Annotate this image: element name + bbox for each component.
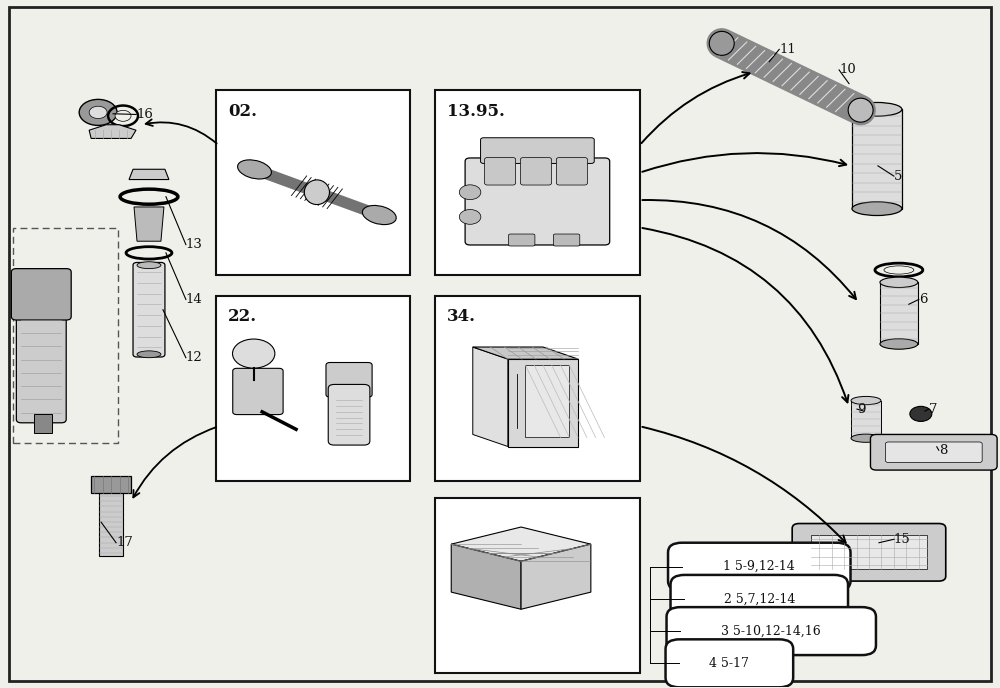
FancyBboxPatch shape (233, 368, 283, 415)
Ellipse shape (851, 396, 881, 405)
FancyBboxPatch shape (328, 385, 370, 445)
FancyBboxPatch shape (508, 234, 535, 246)
FancyBboxPatch shape (520, 158, 552, 185)
Circle shape (232, 339, 275, 368)
FancyBboxPatch shape (133, 262, 165, 357)
Ellipse shape (884, 266, 914, 274)
Text: 12: 12 (186, 351, 203, 364)
FancyBboxPatch shape (666, 639, 793, 687)
Circle shape (115, 110, 131, 121)
Text: 3 5-10,12-14,16: 3 5-10,12-14,16 (721, 625, 821, 638)
Polygon shape (521, 544, 591, 610)
Ellipse shape (362, 206, 396, 224)
Text: 02.: 02. (228, 103, 257, 120)
FancyBboxPatch shape (553, 234, 580, 246)
FancyBboxPatch shape (668, 543, 851, 591)
Text: 2 5,7,12-14: 2 5,7,12-14 (724, 592, 795, 605)
FancyBboxPatch shape (435, 296, 640, 481)
Text: 14: 14 (186, 293, 203, 306)
Polygon shape (473, 347, 508, 447)
Polygon shape (129, 169, 169, 180)
FancyBboxPatch shape (435, 498, 640, 673)
Text: 16: 16 (136, 108, 153, 121)
FancyBboxPatch shape (11, 268, 71, 320)
FancyBboxPatch shape (792, 524, 946, 581)
Ellipse shape (852, 202, 902, 215)
FancyBboxPatch shape (556, 158, 587, 185)
Text: 22.: 22. (228, 308, 257, 325)
Polygon shape (134, 207, 164, 241)
FancyBboxPatch shape (852, 109, 902, 208)
Circle shape (910, 407, 932, 422)
Polygon shape (525, 365, 569, 438)
Text: 1 5-9,12-14: 1 5-9,12-14 (723, 560, 795, 573)
FancyBboxPatch shape (91, 475, 131, 493)
Polygon shape (89, 125, 136, 138)
Ellipse shape (848, 98, 873, 122)
Text: 4 5-17: 4 5-17 (709, 657, 749, 670)
Ellipse shape (137, 261, 161, 268)
Text: 7: 7 (929, 402, 937, 416)
Text: 13.95.: 13.95. (447, 103, 505, 120)
FancyBboxPatch shape (851, 400, 881, 438)
FancyBboxPatch shape (99, 491, 123, 557)
Text: 11: 11 (779, 43, 796, 56)
Polygon shape (508, 359, 578, 447)
Text: 34.: 34. (447, 308, 476, 325)
FancyBboxPatch shape (671, 575, 848, 623)
Circle shape (459, 185, 481, 200)
FancyBboxPatch shape (870, 434, 997, 470)
Ellipse shape (129, 193, 169, 201)
FancyBboxPatch shape (9, 7, 991, 681)
FancyBboxPatch shape (485, 158, 516, 185)
FancyBboxPatch shape (880, 282, 918, 344)
Ellipse shape (851, 434, 881, 442)
FancyBboxPatch shape (16, 306, 66, 423)
Ellipse shape (238, 160, 271, 179)
Ellipse shape (852, 103, 902, 116)
Text: 6: 6 (919, 293, 927, 306)
Ellipse shape (880, 277, 918, 288)
Circle shape (79, 99, 117, 125)
Circle shape (459, 209, 481, 224)
Polygon shape (451, 527, 591, 561)
FancyBboxPatch shape (465, 158, 610, 245)
FancyBboxPatch shape (216, 90, 410, 275)
FancyBboxPatch shape (811, 535, 927, 570)
Text: 17: 17 (116, 536, 133, 549)
Text: 9: 9 (857, 402, 866, 416)
FancyBboxPatch shape (34, 414, 52, 433)
FancyBboxPatch shape (481, 138, 594, 164)
Text: 5: 5 (894, 170, 902, 182)
FancyBboxPatch shape (326, 363, 372, 397)
FancyBboxPatch shape (885, 442, 982, 462)
Ellipse shape (304, 180, 329, 204)
Circle shape (89, 106, 107, 118)
Polygon shape (473, 347, 578, 359)
Polygon shape (451, 544, 521, 610)
Ellipse shape (134, 250, 164, 256)
Ellipse shape (709, 32, 734, 55)
Text: 15: 15 (894, 533, 911, 546)
Ellipse shape (880, 338, 918, 350)
FancyBboxPatch shape (435, 90, 640, 275)
Text: 10: 10 (839, 63, 856, 76)
Text: 13: 13 (186, 238, 203, 251)
FancyBboxPatch shape (667, 607, 876, 655)
Ellipse shape (137, 351, 161, 358)
Text: 8: 8 (939, 444, 947, 457)
FancyBboxPatch shape (216, 296, 410, 481)
